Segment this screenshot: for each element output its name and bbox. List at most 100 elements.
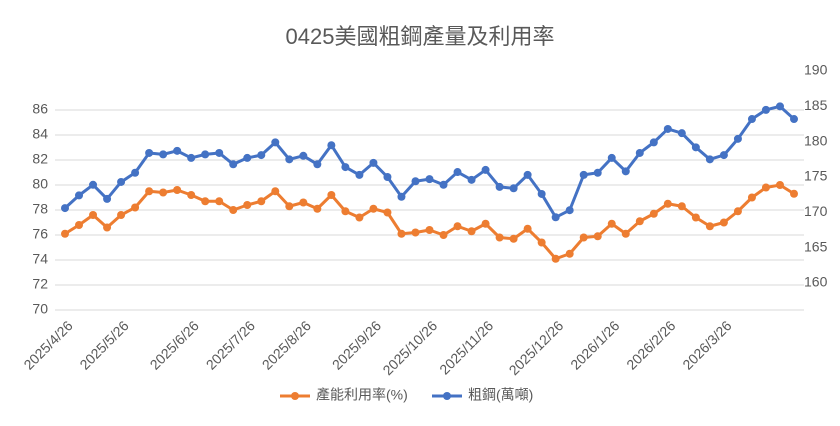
x-tick-label: 2026/2/26 [623,317,679,373]
y2-tick-label: 185 [804,97,828,113]
point [75,221,84,229]
point [537,238,546,247]
point [215,197,224,206]
point [355,170,364,179]
point [257,197,266,206]
point [61,204,69,213]
point [243,201,252,209]
y2-tick-label: 170 [804,203,828,219]
point [103,194,112,203]
point [691,143,700,152]
x-tick-label: 2026/1/26 [567,317,623,373]
chart-title: 0425美國粗鋼產量及利用率 [286,24,555,49]
y2-tick-label: 160 [804,274,828,290]
point [509,234,518,243]
x-tick-label: 2025/5/26 [76,317,132,373]
point [677,129,686,138]
point [790,115,798,124]
point [551,254,560,263]
y2-tick-label: 175 [804,168,828,184]
point [383,173,392,181]
point [565,206,574,215]
y2-tick-label: 165 [804,238,828,254]
point [341,163,350,172]
y-tick-label: 84 [32,126,48,142]
y-tick-label: 82 [32,151,48,167]
y-tick-label: 76 [32,226,48,242]
point [229,160,238,169]
point [677,202,686,211]
point [187,153,196,162]
point [790,189,798,198]
point [705,222,714,231]
point [145,148,154,157]
point [369,204,378,213]
point [271,138,280,147]
point [635,148,644,157]
point [607,153,616,162]
y-tick-label: 74 [32,251,48,267]
x-tick-label: 2025/9/26 [329,317,385,373]
x-tick-label: 2025/8/26 [259,317,315,373]
point [775,181,784,189]
point [649,209,658,218]
point [719,151,728,160]
x-tick-label: 2025/6/26 [147,317,203,373]
point [733,207,742,216]
point [495,233,504,242]
point [467,175,476,184]
point [313,160,322,169]
point [159,188,168,197]
point [565,249,574,258]
point [411,228,420,237]
point [173,186,182,194]
point [719,218,728,227]
point [229,206,238,214]
point [117,211,126,219]
point [579,233,588,242]
point [425,226,434,234]
point [131,203,140,212]
y-tick-label: 78 [32,201,48,217]
point [775,102,784,111]
point [523,224,532,233]
point [733,134,742,143]
point [579,170,588,179]
point [439,231,448,239]
x-tick-label: 2026/3/26 [679,317,735,373]
point [383,208,392,217]
point [369,158,378,167]
point [453,222,462,231]
point [593,168,602,177]
y-tick-label: 70 [32,301,48,317]
point [61,229,69,238]
point [551,213,560,222]
point [201,150,210,159]
point [89,180,98,189]
legend-marker [291,392,299,400]
point [341,207,350,216]
point [761,105,770,114]
y-tick-label: 86 [32,101,48,117]
point [299,198,308,207]
series-line [64,183,795,261]
point [467,227,476,236]
point [271,187,280,196]
point [495,182,504,191]
point [621,167,630,176]
point [397,192,406,201]
x-tick-label: 2025/10/26 [379,317,440,378]
x-tick-label: 2025/4/26 [20,317,76,373]
point [117,177,126,186]
point [537,189,546,198]
point [453,168,462,177]
point [75,191,84,200]
y-tick-label: 80 [32,176,48,192]
point [481,165,490,174]
point [173,146,182,155]
point [691,213,700,222]
point [439,180,448,189]
point [327,191,336,199]
